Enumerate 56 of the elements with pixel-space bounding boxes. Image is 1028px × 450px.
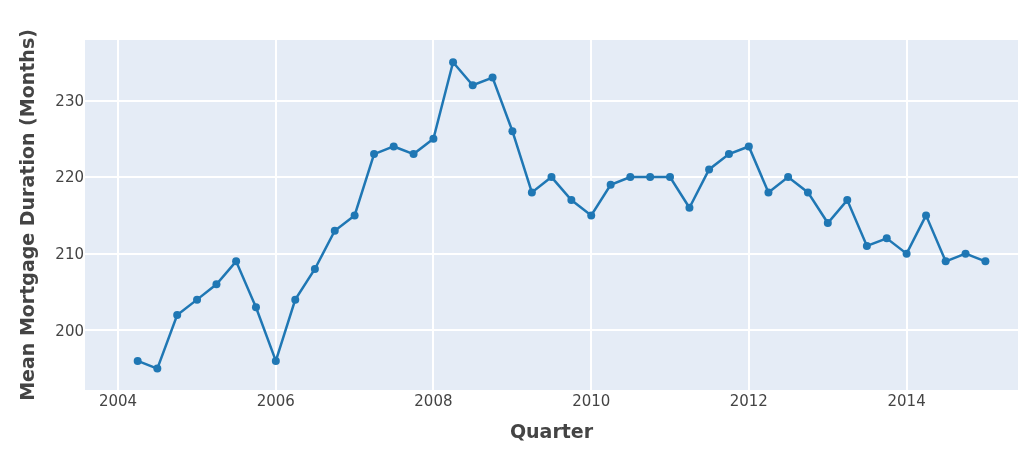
- x-tick-label: 2006: [256, 392, 295, 410]
- y-axis-title: Mean Mortgage Duration (Months): [16, 29, 39, 401]
- point: [527, 188, 536, 197]
- x-tick-label: 2012: [729, 392, 768, 410]
- point: [784, 173, 793, 182]
- point: [823, 219, 832, 228]
- point: [350, 211, 359, 220]
- point: [843, 196, 852, 205]
- point: [547, 173, 556, 182]
- point: [862, 242, 871, 251]
- point: [587, 211, 596, 220]
- point: [291, 295, 300, 304]
- x-tick-label: 2010: [572, 392, 611, 410]
- point: [251, 303, 260, 312]
- point: [902, 249, 911, 258]
- point: [468, 81, 477, 90]
- point: [941, 257, 950, 266]
- point: [409, 150, 418, 159]
- point: [981, 257, 990, 266]
- point: [193, 295, 202, 304]
- point: [882, 234, 891, 243]
- point: [271, 356, 280, 365]
- point: [744, 142, 753, 151]
- point: [330, 226, 339, 235]
- point: [370, 150, 379, 159]
- point: [232, 257, 241, 266]
- y-tick-label: 210: [55, 244, 84, 263]
- point: [133, 356, 142, 365]
- point: [705, 165, 714, 174]
- x-axis-title: Quarter: [509, 419, 594, 442]
- y-tick-label: 220: [55, 168, 84, 187]
- point: [173, 310, 182, 319]
- point: [153, 364, 162, 373]
- y-tick-label: 200: [55, 321, 84, 340]
- point: [606, 180, 615, 189]
- point: [567, 196, 576, 205]
- point: [488, 73, 497, 82]
- x-tick-label: 2004: [98, 392, 138, 410]
- point: [646, 173, 655, 182]
- point: [449, 58, 458, 67]
- point: [429, 134, 438, 143]
- point: [922, 211, 931, 220]
- y-tick-label: 230: [55, 91, 84, 110]
- point: [626, 173, 635, 182]
- point: [666, 173, 675, 182]
- point: [508, 127, 517, 136]
- point: [310, 264, 319, 273]
- point: [685, 203, 694, 212]
- x-tick-label: 2014: [887, 392, 926, 410]
- point: [803, 188, 812, 197]
- x-tick-label: 2008: [414, 392, 453, 410]
- point: [212, 280, 221, 289]
- point: [961, 249, 970, 258]
- point: [764, 188, 773, 197]
- point: [389, 142, 398, 151]
- point: [724, 150, 733, 159]
